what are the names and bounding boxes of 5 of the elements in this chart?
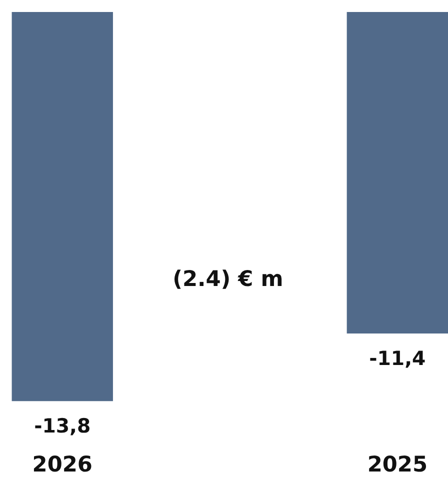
- data-label: -13,8: [34, 414, 91, 438]
- data-label: -11,4: [369, 346, 426, 370]
- x-tick-label: 2025: [367, 452, 428, 478]
- annotation: (2.4) € m: [172, 267, 284, 292]
- x-tick-label: 2026: [32, 452, 92, 478]
